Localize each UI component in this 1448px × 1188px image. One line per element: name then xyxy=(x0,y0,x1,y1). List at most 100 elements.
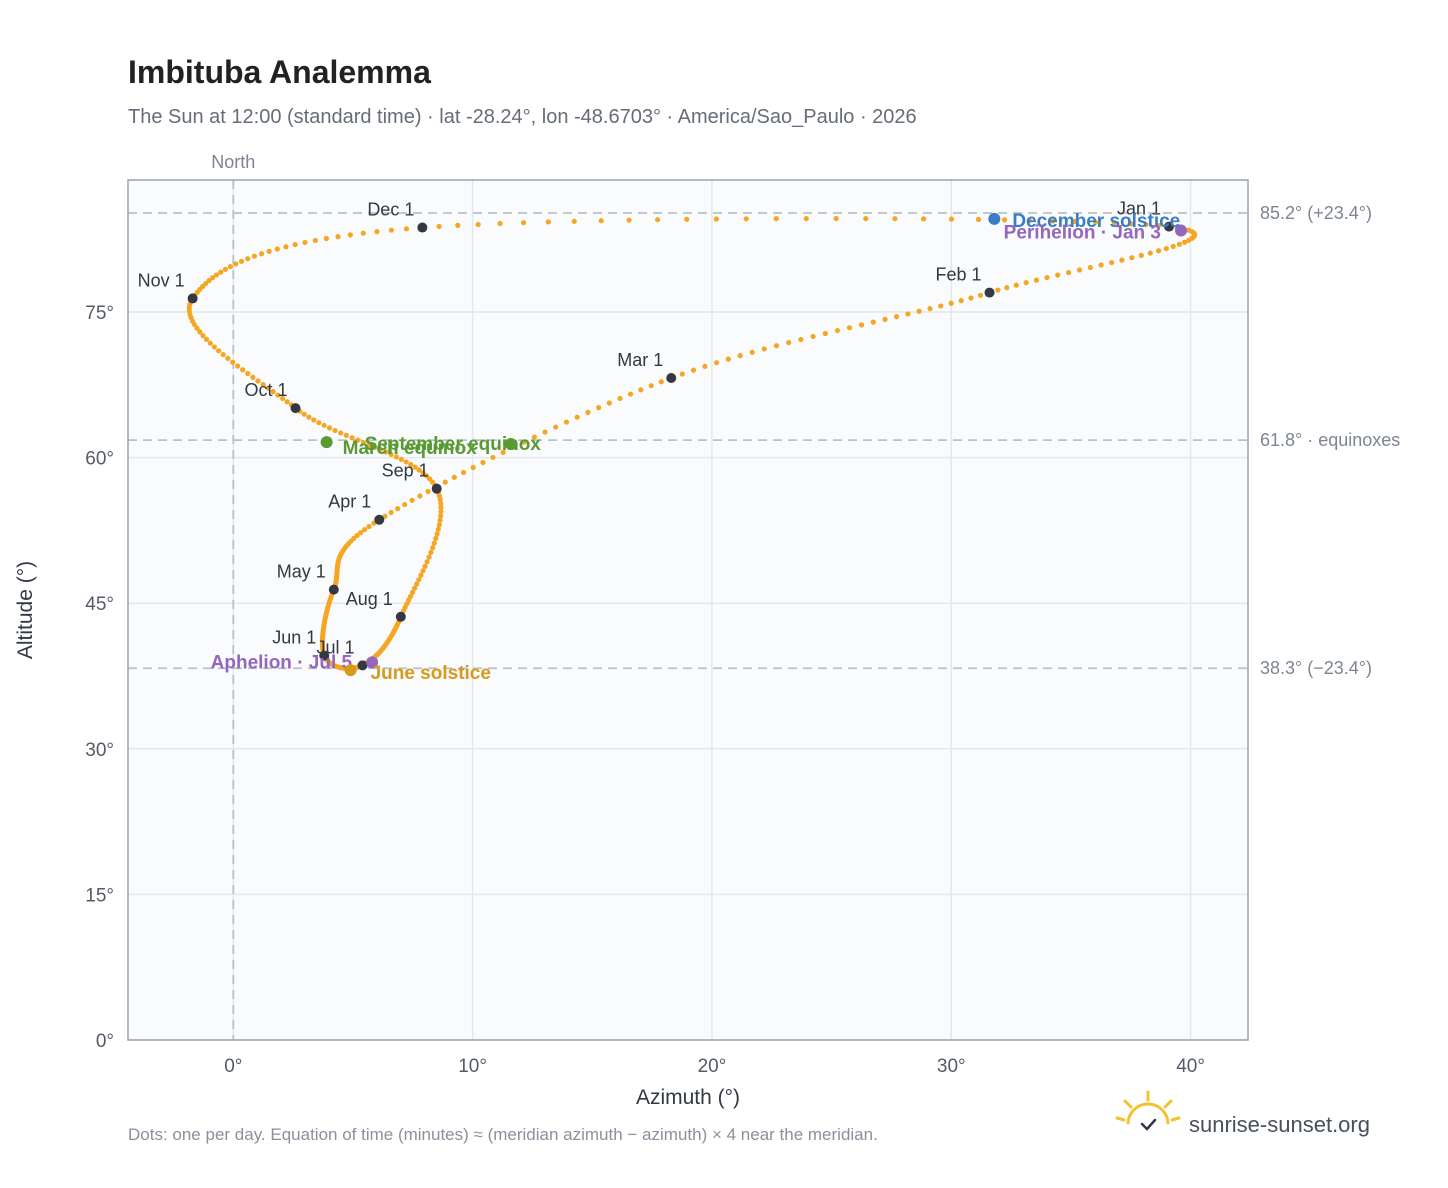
event-marker-dot xyxy=(344,664,357,677)
daily-sun-dot xyxy=(233,261,239,267)
month-marker-label: Feb 1 xyxy=(936,265,982,285)
daily-sun-dot xyxy=(1023,280,1029,286)
daily-sun-dot xyxy=(245,256,251,262)
daily-sun-dot xyxy=(1109,259,1115,266)
daily-sun-dot xyxy=(347,232,353,238)
daily-sun-dot xyxy=(773,216,779,222)
daily-sun-dot xyxy=(1163,245,1169,252)
daily-sun-dot xyxy=(1092,219,1099,225)
daily-sun-dot xyxy=(438,504,444,511)
daily-sun-dot xyxy=(218,269,224,275)
daily-sun-dot xyxy=(1072,218,1078,225)
event-marker-label: December solstice xyxy=(1012,211,1180,232)
daily-sun-dot xyxy=(627,391,634,397)
daily-sun-dot xyxy=(366,442,372,448)
y-tick-label: 75° xyxy=(85,303,114,324)
month-marker-dot xyxy=(666,373,677,384)
daily-sun-dot xyxy=(311,417,317,423)
daily-sun-dot xyxy=(343,432,349,438)
daily-sun-dot xyxy=(761,346,767,352)
daily-sun-dot xyxy=(1143,222,1149,228)
daily-sun-dot xyxy=(213,272,220,278)
daily-sun-dot xyxy=(332,427,338,434)
daily-sun-dot xyxy=(442,479,448,485)
reference-label: 38.3° (−23.4°) xyxy=(1260,658,1372,678)
daily-sun-dot xyxy=(1186,237,1192,243)
daily-sun-dot xyxy=(1138,252,1144,258)
daily-sun-dot xyxy=(553,424,559,430)
daily-sun-dot xyxy=(425,488,431,495)
daily-sun-dot xyxy=(270,389,276,395)
daily-sun-dot xyxy=(598,218,604,224)
daily-sun-dot xyxy=(200,333,206,339)
month-markers: Jan 1 Feb 1 Mar 1 Apr 1 May 1 Jun 1 Jul 1 Aug 1… xyxy=(138,199,1175,671)
month-marker-dot xyxy=(319,650,330,661)
month-marker-label: Dec 1 xyxy=(367,200,414,220)
daily-sun-dot xyxy=(423,473,430,479)
daily-sun-dot xyxy=(409,589,416,595)
month-marker-dot xyxy=(290,403,301,414)
daily-sun-dot xyxy=(424,559,430,565)
daily-sun-dot xyxy=(211,344,217,350)
month-marker-label: Jul 1 xyxy=(316,637,354,657)
daily-sun-dot xyxy=(438,500,444,507)
daily-sun-dot xyxy=(455,222,461,228)
month-marker-label: Aug 1 xyxy=(346,589,393,609)
daily-sun-dot xyxy=(207,340,213,346)
daily-sun-dot xyxy=(684,216,690,222)
daily-sun-dot xyxy=(251,253,257,259)
daily-sun-dot xyxy=(245,370,251,377)
daily-sun-dot xyxy=(406,597,412,603)
daily-sun-dot xyxy=(398,456,404,462)
y-axis-ticks: 0° 15° 30° 45° 60° 75° xyxy=(85,303,114,1052)
daily-sun-dot xyxy=(617,395,623,402)
daily-sun-dot xyxy=(393,454,399,460)
daily-sun-dot xyxy=(197,329,203,335)
daily-sun-dot xyxy=(210,275,216,281)
daily-sun-dot xyxy=(274,246,280,252)
daily-sun-dot xyxy=(435,526,441,532)
daily-sun-dot xyxy=(977,292,984,298)
daily-sun-dot xyxy=(1076,267,1083,273)
daily-sun-dot xyxy=(306,414,312,420)
chart-subtitle: The Sun at 12:00 (standard time) · lat -… xyxy=(128,106,917,128)
daily-sun-dot xyxy=(1044,274,1050,281)
daily-sun-dot xyxy=(938,303,944,309)
daily-sun-dot xyxy=(626,217,632,223)
daily-sun-dot xyxy=(280,395,286,402)
daily-sun-dot xyxy=(436,223,442,230)
daily-sun-dot xyxy=(1147,250,1153,256)
daily-sun-dot xyxy=(563,419,570,425)
daily-sun-dot xyxy=(360,230,366,236)
sun-icon xyxy=(1115,1090,1181,1131)
reference-lines: 85.2° (+23.4°) 61.8° · equinoxes 38.3° (−2… xyxy=(128,203,1400,678)
daily-sun-dot xyxy=(920,216,927,222)
daily-sun-dot xyxy=(420,470,426,476)
daily-sun-dot xyxy=(1170,243,1176,249)
daily-sun-dot xyxy=(461,469,467,476)
month-marker-dot xyxy=(1164,221,1175,232)
daily-sun-dot xyxy=(357,530,364,536)
daily-sun-dot xyxy=(1065,269,1072,276)
daily-sun-dot xyxy=(713,216,719,222)
daily-sun-dot xyxy=(968,295,974,301)
daily-sun-dot xyxy=(905,311,911,317)
daily-sun-dot xyxy=(225,355,231,361)
daily-sun-dot xyxy=(1098,262,1104,268)
daily-sun-dot xyxy=(260,381,266,388)
daily-sun-dot xyxy=(1001,217,1008,223)
y-tick-label: 30° xyxy=(85,740,114,761)
daily-sun-dot xyxy=(490,454,496,461)
daily-sun-dot xyxy=(1055,272,1061,278)
daily-sun-dot xyxy=(834,327,841,334)
daily-sun-dot xyxy=(222,266,229,272)
daily-sun-dot xyxy=(430,545,436,551)
daily-sun-dot xyxy=(822,330,828,337)
daily-sun-dot xyxy=(846,325,853,331)
daily-sun-dot xyxy=(892,216,898,222)
daily-sun-dot xyxy=(227,264,233,270)
daily-sun-dot xyxy=(1128,221,1134,227)
daily-sun-dot xyxy=(574,414,580,420)
